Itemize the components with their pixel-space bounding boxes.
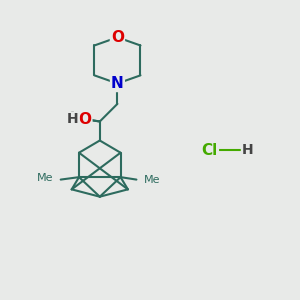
Text: Me: Me <box>37 173 53 183</box>
Text: O: O <box>111 30 124 45</box>
Text: Me: Me <box>144 175 160 184</box>
Text: H: H <box>67 112 78 126</box>
Text: H: H <box>242 143 254 157</box>
Text: N: N <box>111 76 124 91</box>
Text: Cl: Cl <box>202 142 218 158</box>
Text: O: O <box>78 112 91 127</box>
Text: H: H <box>70 110 81 124</box>
